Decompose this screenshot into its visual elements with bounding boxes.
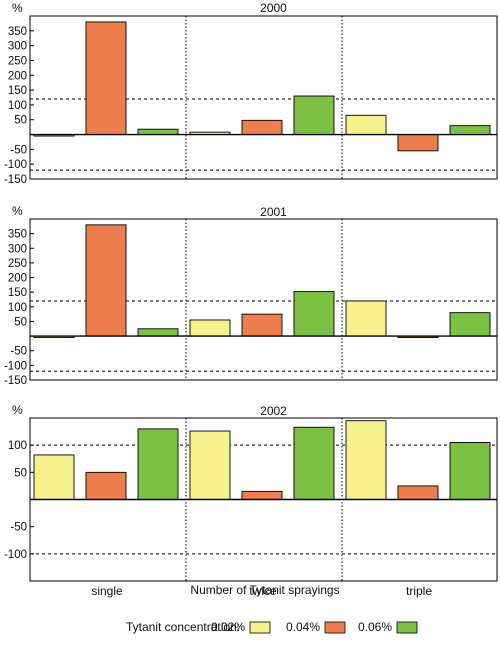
panel-2000-bar-twice-2 (293, 95, 335, 135)
panel-2001-bar-single-1 (85, 224, 127, 337)
category-label-triple: triple (406, 584, 432, 598)
x-axis-label: Number of Tytanit sprayings (190, 583, 339, 597)
panel-2002-bar-twice-0 (189, 430, 231, 500)
panel-2002-ytick-label: 100 (8, 440, 27, 452)
panel-2000-ytick-label: 350 (8, 26, 27, 38)
panel-2000-ytick-label: -150 (4, 174, 27, 186)
panel-2001-ytick-label: 250 (8, 258, 27, 270)
panel-2001-frame (29, 218, 498, 381)
legend-prefix: Tytanit concentration: (126, 620, 240, 634)
panel-2000-bar-single-1 (85, 21, 127, 135)
legend-swatch-006 (396, 621, 418, 634)
panel-2002-bar-single-1 (85, 471, 127, 500)
panel-2001-bar-twice-0 (189, 319, 231, 337)
panel-2000-ytick-label: -100 (4, 159, 27, 171)
panel-2001-y-unit: % (12, 204, 23, 218)
legend-label-002: 0.02% (211, 620, 245, 634)
panel-2000-bar-single-2 (137, 128, 179, 135)
legend-label-006: 0.06% (358, 620, 392, 634)
panel-2002: 2002% -100 -50 50 100 (4, 403, 498, 582)
panel-2000-bar-triple-1 (397, 134, 439, 152)
panel-2000-ytick-label: 300 (8, 41, 27, 53)
panel-2000-bar-triple-0 (345, 114, 387, 135)
panel-2001-bar-triple-2 (449, 312, 491, 337)
panel-2001-ytick-label: 200 (8, 273, 27, 285)
legend: Tytanit concentration: 0.02% 0.04% 0.06% (126, 620, 418, 634)
panel-2001-title: 2001 (260, 205, 287, 219)
panel-2002-title: 2002 (260, 404, 287, 418)
panel-2000-bar-twice-1 (241, 119, 283, 135)
panel-2000-ytick-label: -50 (10, 144, 27, 156)
panel-2000-frame (29, 15, 498, 180)
panel-2002-bar-twice-1 (241, 490, 283, 500)
panel-2001-ytick-label: 300 (8, 243, 27, 255)
legend-label-004: 0.04% (286, 620, 320, 634)
panel-2000-ytick-label: 200 (8, 70, 27, 82)
legend-swatch-002 (249, 621, 271, 634)
panel-2000-ytick-label: 250 (8, 55, 27, 67)
panel-2001-ytick-label: 50 (14, 316, 27, 328)
panel-2002-bar-triple-0 (345, 420, 387, 500)
panel-2000-y-unit: % (12, 1, 23, 15)
panel-2002-bar-single-2 (137, 428, 179, 500)
panel-2001-ytick-label: -100 (4, 360, 27, 372)
panel-2001-ytick-label: -150 (4, 375, 27, 387)
panel-2002-bar-triple-2 (449, 442, 491, 500)
panel-2002-ytick-label: -100 (4, 549, 27, 561)
panel-2002-ytick-label: -50 (10, 522, 27, 534)
panel-2002-bar-twice-2 (293, 426, 335, 500)
panel-2000: 2000% -150 -100 -50 50 100 150 200 250 300 350 (4, 1, 498, 186)
panel-2001-ytick-label: 100 (8, 302, 27, 314)
panel-2001-bar-single-2 (137, 328, 179, 337)
panel-2002-ytick-label: 50 (14, 467, 27, 479)
panel-2001-ytick-label: -50 (10, 346, 27, 358)
panel-2002-bar-single-0 (33, 454, 75, 500)
panel-2001: 2001% -150 -100 -50 50 100 150 200 250 300 350 (4, 204, 498, 387)
panel-2001-ytick-label: 150 (8, 287, 27, 299)
panel-2001-bar-twice-1 (241, 313, 283, 337)
panel-2000-ytick-label: 150 (8, 85, 27, 97)
legend-swatch-004 (324, 621, 346, 634)
panel-2002-y-unit: % (12, 403, 23, 417)
panel-2001-bar-triple-0 (345, 300, 387, 337)
panel-2001-bar-twice-2 (293, 291, 335, 337)
panel-2000-ytick-label: 100 (8, 100, 27, 112)
panel-2000-bar-triple-2 (449, 125, 491, 135)
category-label-single: single (91, 584, 123, 598)
category-label-twice: twice (249, 584, 277, 598)
panel-2000-title: 2000 (260, 1, 287, 15)
panel-2001-ytick-label: 350 (8, 229, 27, 241)
panel-2002-bar-triple-1 (397, 485, 439, 500)
panel-2000-ytick-label: 50 (14, 115, 27, 127)
